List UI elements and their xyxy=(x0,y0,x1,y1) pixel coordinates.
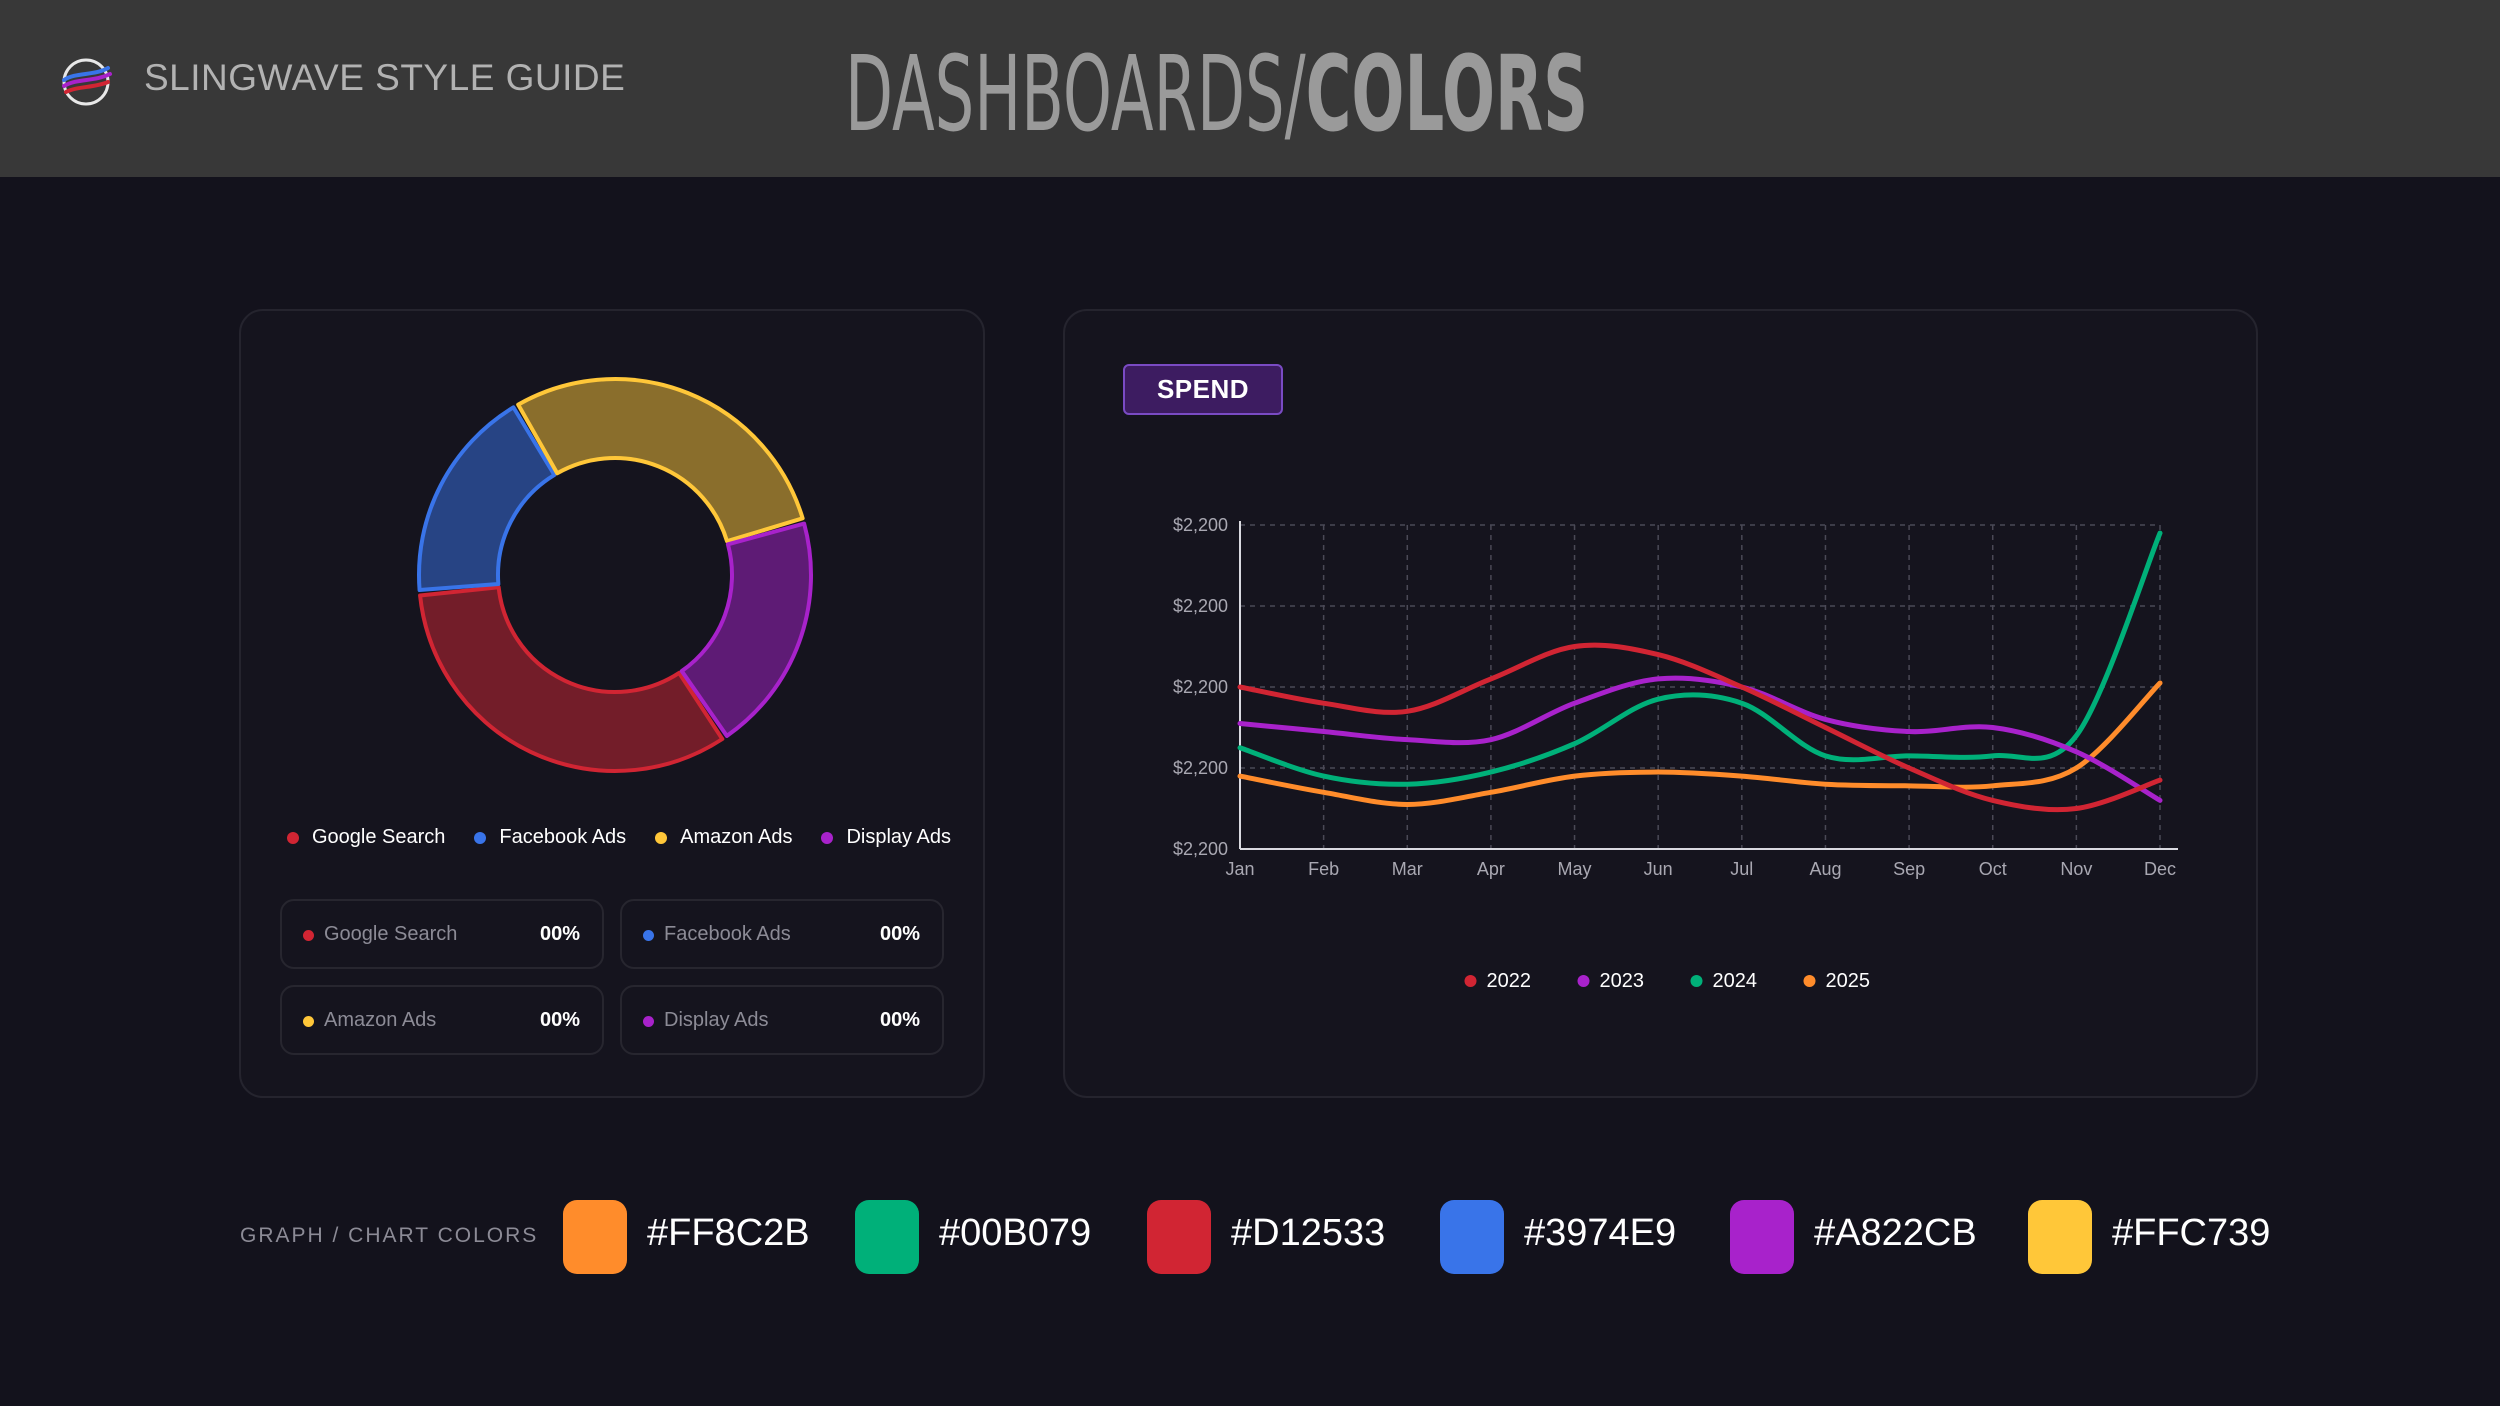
series-line-2023 xyxy=(1237,675,2163,803)
y-tick-label: $2,200 xyxy=(1173,515,1228,535)
legend-label-2025: 2025 xyxy=(1826,970,1871,992)
stat-value: 00% xyxy=(879,923,920,945)
legend-item-facebook-ads: Facebook Ads xyxy=(474,826,626,849)
color-swatch xyxy=(1147,1200,1211,1274)
stat-dot-icon xyxy=(643,1016,654,1027)
legend-dot-icon xyxy=(1464,975,1477,987)
x-tick-label: Jan xyxy=(1225,859,1254,879)
x-tick-label: Feb xyxy=(1308,859,1339,879)
y-tick-label: $2,200 xyxy=(1173,839,1228,859)
x-tick-label: May xyxy=(1558,859,1592,879)
legend-dot-icon xyxy=(1690,975,1703,987)
stat-dot-icon xyxy=(303,1016,314,1027)
color-swatch xyxy=(1730,1200,1794,1274)
legend-label: Display Ads xyxy=(846,826,951,848)
stat-label: Google Search xyxy=(324,923,458,945)
legend-label-2022: 2022 xyxy=(1487,970,1532,992)
donut-slice-facebook-ads xyxy=(417,405,557,593)
y-tick-label: $2,200 xyxy=(1173,677,1228,697)
donut-slice-google-search xyxy=(418,585,725,773)
stat-dot-icon xyxy=(643,930,654,941)
x-tick-label: Oct xyxy=(1979,859,2007,879)
page-title: DASHBOARDS/COLORS xyxy=(845,34,1588,154)
legend-dot-icon xyxy=(287,831,299,844)
stat-box-display-ads: Display Ads 00% xyxy=(620,985,944,1055)
x-tick-label: Mar xyxy=(1392,859,1423,879)
legend-item-display-ads: Display Ads xyxy=(821,826,951,849)
stat-label: Facebook Ads xyxy=(664,923,791,945)
legend-item-amazon-ads: Amazon Ads xyxy=(655,826,792,849)
color-swatch xyxy=(855,1200,919,1274)
series-line-2022 xyxy=(1237,642,2163,813)
legend-dot-icon xyxy=(655,831,668,844)
color-hex-label: #FF8C2B xyxy=(647,1212,810,1254)
color-swatch xyxy=(563,1200,627,1274)
brand-name: SLINGWAVE STYLE GUIDE xyxy=(144,57,626,98)
stat-box-google-search: Google Search 00% xyxy=(280,899,604,969)
slingwave-logo-icon xyxy=(62,58,112,106)
spend-badge: SPEND xyxy=(1123,364,1283,415)
legend-dot-icon xyxy=(821,831,834,844)
legend-dot-icon xyxy=(1803,975,1816,987)
x-tick-label: Dec xyxy=(2144,859,2176,879)
donut-slice-amazon-ads xyxy=(516,377,805,544)
color-hex-label: #A822CB xyxy=(1814,1212,1977,1254)
legend-item-google-search: Google Search xyxy=(287,826,445,849)
x-tick-label: Aug xyxy=(1809,859,1841,879)
y-tick-label: $2,200 xyxy=(1173,596,1228,616)
stat-box-amazon-ads: Amazon Ads 00% xyxy=(280,985,604,1055)
legend-label-2024: 2024 xyxy=(1713,970,1758,992)
spend-chart-card xyxy=(1063,309,2258,1098)
stat-dot-icon xyxy=(303,930,314,941)
color-swatch xyxy=(2028,1200,2092,1274)
page-title-topic: COLORS xyxy=(1305,33,1589,155)
x-tick-label: Apr xyxy=(1477,859,1505,879)
stat-box-facebook-ads: Facebook Ads 00% xyxy=(620,899,944,969)
x-tick-label: Sep xyxy=(1893,859,1925,879)
color-swatch xyxy=(1440,1200,1504,1274)
color-hex-label: #FFC739 xyxy=(2112,1212,2271,1254)
x-tick-label: Jun xyxy=(1644,859,1673,879)
legend-label-2023: 2023 xyxy=(1600,970,1645,992)
stat-label: Display Ads xyxy=(664,1009,769,1031)
color-hex-label: #D12533 xyxy=(1231,1212,1386,1254)
page-title-section: DASHBOARDS/ xyxy=(845,33,1306,155)
donut-slice-display-ads xyxy=(679,521,813,738)
color-hex-label: #3974E9 xyxy=(1524,1212,1677,1254)
legend-label: Amazon Ads xyxy=(680,826,793,848)
series-line-2024 xyxy=(1237,530,2163,787)
donut-chart xyxy=(417,377,813,773)
legend-dot-icon xyxy=(1577,975,1590,987)
y-tick-label: $2,200 xyxy=(1173,758,1228,778)
color-hex-label: #00B079 xyxy=(939,1212,1092,1254)
stat-label: Amazon Ads xyxy=(324,1009,437,1031)
legend-dot-icon xyxy=(474,831,487,844)
stat-value: 00% xyxy=(539,1009,580,1031)
legend-label: Facebook Ads xyxy=(499,826,627,848)
x-tick-label: Jul xyxy=(1730,859,1753,879)
stat-value: 00% xyxy=(539,923,580,945)
stat-value: 00% xyxy=(879,1009,920,1031)
x-tick-label: Nov xyxy=(2060,859,2092,879)
series-line-2025 xyxy=(1237,680,2163,807)
donut-legend: Google Search Facebook Ads Amazon Ads Di… xyxy=(287,826,951,849)
palette-label: GRAPH / CHART COLORS xyxy=(240,1224,539,1247)
header-bar: SLINGWAVE STYLE GUIDE DASHBOARDS/COLORS xyxy=(0,0,2500,177)
legend-label: Google Search xyxy=(312,826,446,848)
